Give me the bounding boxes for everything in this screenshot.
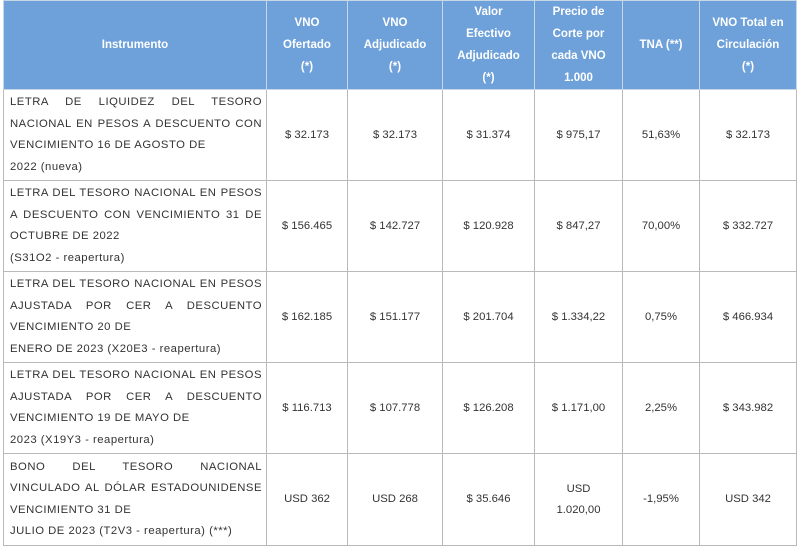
header-vno-adjudicado: VNO Adjudicado (*): [347, 0, 443, 90]
cell-vno-total: $ 332.727: [699, 180, 797, 272]
cell-valor-efectivo: $ 120.928: [442, 180, 535, 272]
table-row: LETRA DE LIQUIDEZ DEL TESORO NACIONAL EN…: [3, 89, 797, 181]
header-tna: TNA (**): [622, 0, 700, 90]
cell-tna: 70,00%: [622, 180, 700, 272]
header-vno-ofertado: VNO Ofertado (*): [266, 0, 348, 90]
cell-vno-adjudicado: USD 268: [347, 453, 443, 546]
cell-vno-adjudicado: $ 107.778: [347, 362, 443, 454]
cell-vno-ofertado: $ 32.173: [266, 89, 348, 181]
cell-vno-ofertado: $ 116.713: [266, 362, 348, 454]
table-row: BONO DEL TESORO NACIONAL VINCULADO AL DÓ…: [3, 453, 797, 546]
cell-precio-corte: $ 1.171,00: [534, 362, 623, 454]
header-precio-corte: Precio de Corte por cada VNO 1.000: [534, 0, 623, 90]
cell-vno-total: $ 32.173: [699, 89, 797, 181]
header-instrumento: Instrumento: [3, 0, 267, 90]
cell-vno-adjudicado: $ 151.177: [347, 271, 443, 363]
cell-instrumento: BONO DEL TESORO NACIONAL VINCULADO AL DÓ…: [3, 453, 267, 546]
cell-valor-efectivo: $ 31.374: [442, 89, 535, 181]
cell-vno-ofertado: USD 362: [266, 453, 348, 546]
cell-instrumento: LETRA DEL TESORO NACIONAL EN PESOS AJUST…: [3, 362, 267, 454]
table-row: LETRA DEL TESORO NACIONAL EN PESOS A DES…: [3, 180, 797, 272]
cell-valor-efectivo: $ 35.646: [442, 453, 535, 546]
cell-tna: 0,75%: [622, 271, 700, 363]
table-row: LETRA DEL TESORO NACIONAL EN PESOS AJUST…: [3, 271, 797, 363]
cell-vno-total: $ 466.934: [699, 271, 797, 363]
results-table-container: Instrumento VNO Ofertado (*) VNO Adjudic…: [3, 0, 797, 546]
cell-valor-efectivo: $ 201.704: [442, 271, 535, 363]
cell-vno-ofertado: $ 156.465: [266, 180, 348, 272]
cell-instrumento: LETRA DEL TESORO NACIONAL EN PESOS AJUST…: [3, 271, 267, 363]
cell-vno-total: USD 342: [699, 453, 797, 546]
cell-vno-adjudicado: $ 142.727: [347, 180, 443, 272]
cell-tna: -1,95%: [622, 453, 700, 546]
cell-vno-adjudicado: $ 32.173: [347, 89, 443, 181]
cell-instrumento: LETRA DEL TESORO NACIONAL EN PESOS A DES…: [3, 180, 267, 272]
cell-vno-total: $ 343.982: [699, 362, 797, 454]
cell-precio-corte: $ 1.334,22: [534, 271, 623, 363]
header-vno-total: VNO Total en Circulación (*): [699, 0, 797, 90]
cell-instrumento: LETRA DE LIQUIDEZ DEL TESORO NACIONAL EN…: [3, 89, 267, 181]
cell-tna: 51,63%: [622, 89, 700, 181]
header-valor-efectivo: Valor Efectivo Adjudicado (*): [442, 0, 535, 90]
cell-precio-corte: $ 847,27: [534, 180, 623, 272]
table-row: LETRA DEL TESORO NACIONAL EN PESOS AJUST…: [3, 362, 797, 454]
auction-results-table: Instrumento VNO Ofertado (*) VNO Adjudic…: [3, 0, 797, 546]
cell-valor-efectivo: $ 126.208: [442, 362, 535, 454]
cell-vno-ofertado: $ 162.185: [266, 271, 348, 363]
table-header-row: Instrumento VNO Ofertado (*) VNO Adjudic…: [3, 0, 797, 90]
cell-precio-corte: USD 1.020,00: [534, 453, 623, 546]
cell-tna: 2,25%: [622, 362, 700, 454]
cell-precio-corte: $ 975,17: [534, 89, 623, 181]
